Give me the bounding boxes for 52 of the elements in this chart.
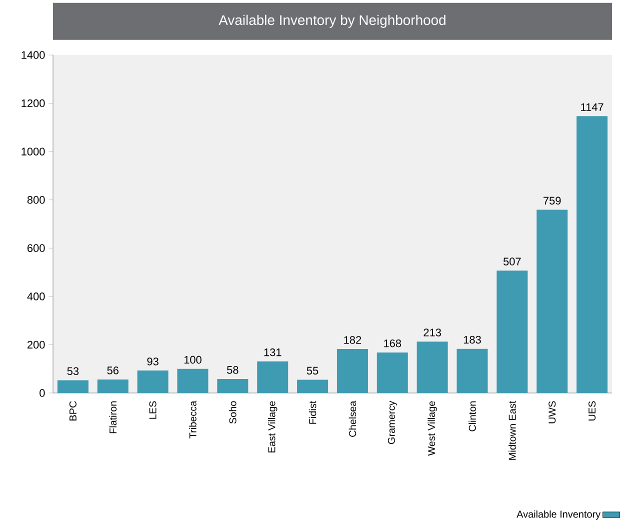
y-tick-label: 1000 <box>22 148 45 156</box>
y-tick-label: 800 <box>27 196 45 204</box>
y-tick-label: 0 <box>40 389 45 397</box>
bar <box>137 370 168 393</box>
x-tick-label: LES <box>149 401 156 419</box>
x-tick-label: Soho <box>229 401 236 424</box>
legend-label: Available Inventory <box>516 510 601 520</box>
bar <box>336 349 368 393</box>
data-label: 56 <box>107 366 118 374</box>
data-label: 58 <box>227 366 238 374</box>
data-label: 183 <box>464 336 481 344</box>
y-tick-label: 600 <box>28 244 45 252</box>
bar <box>456 348 488 393</box>
data-label: 53 <box>67 367 79 376</box>
bar <box>376 352 408 393</box>
x-tick-label: Midtown East <box>508 400 516 460</box>
bar <box>257 361 288 393</box>
data-label: 759 <box>544 196 561 205</box>
x-tick-label: UES <box>588 401 596 420</box>
x-tick-label: BPC <box>69 401 76 420</box>
y-tick-label: 200 <box>27 340 45 349</box>
bar <box>177 368 208 393</box>
data-label: 507 <box>503 258 521 266</box>
data-label: 182 <box>344 336 362 344</box>
data-label: 55 <box>306 366 318 375</box>
bar <box>97 379 128 393</box>
bar <box>217 378 248 393</box>
data-label: 131 <box>264 348 282 356</box>
x-tick-label: Flatiron <box>109 401 117 434</box>
chart-title: Available Inventory by Neighborhood <box>218 14 446 28</box>
data-label: 168 <box>384 339 402 348</box>
bar <box>536 210 568 393</box>
data-label: 1147 <box>581 103 604 111</box>
y-tick-label: 400 <box>27 292 45 300</box>
bar <box>496 270 528 393</box>
x-tick-label: Clinton <box>468 401 476 432</box>
x-tick-label: Tribecca <box>189 400 196 438</box>
x-tick-label: Gramercy <box>388 400 397 444</box>
x-tick-label: UWS <box>548 401 556 424</box>
x-tick-label: West Village <box>428 401 437 456</box>
data-label: 93 <box>147 358 158 366</box>
bar <box>576 116 608 393</box>
data-label: 100 <box>184 356 202 364</box>
x-tick-label: Fidist <box>308 400 316 424</box>
data-label: 213 <box>424 328 441 336</box>
y-tick-label: 1400 <box>22 51 45 59</box>
bar <box>297 380 328 393</box>
y-tick-label: 1200 <box>22 99 45 108</box>
x-tick-label: Chelsea <box>348 400 356 437</box>
x-tick-label: East Village <box>268 401 278 452</box>
bar <box>57 380 88 393</box>
bar <box>416 342 448 393</box>
